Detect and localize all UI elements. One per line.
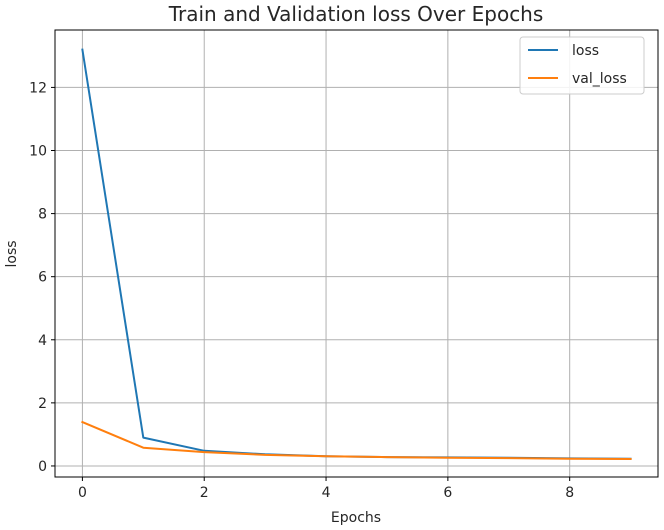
grid (55, 30, 658, 477)
series-line-loss (81, 48, 632, 460)
x-tick-label: 0 (78, 485, 87, 501)
series-lines (81, 48, 632, 461)
y-tick-label: 6 (38, 270, 47, 286)
y-axis-label: loss (4, 240, 20, 267)
axis-ticks: 0 2 4 6 8 0 2 4 6 8 10 12 (29, 80, 574, 501)
legend-label-loss: loss (572, 43, 599, 59)
x-tick-label: 2 (200, 485, 209, 501)
x-tick-label: 8 (565, 485, 574, 501)
y-tick-label: 4 (38, 333, 47, 349)
series-line-val-loss (81, 420, 632, 461)
legend-label-val-loss: val_loss (572, 71, 627, 87)
y-tick-label: 2 (38, 396, 47, 412)
x-tick-label: 4 (322, 485, 331, 501)
y-tick-label: 8 (38, 207, 47, 223)
x-axis-label: Epochs (331, 510, 381, 526)
legend-box (519, 36, 645, 95)
y-tick-label: 0 (38, 459, 47, 475)
chart-title: Train and Validation loss Over Epochs (168, 2, 544, 26)
x-tick-label: 6 (443, 485, 452, 501)
y-tick-label: 12 (29, 80, 47, 96)
legend: loss val_loss (519, 36, 645, 95)
y-tick-label: 10 (29, 144, 47, 160)
plot-frame (54, 29, 659, 478)
